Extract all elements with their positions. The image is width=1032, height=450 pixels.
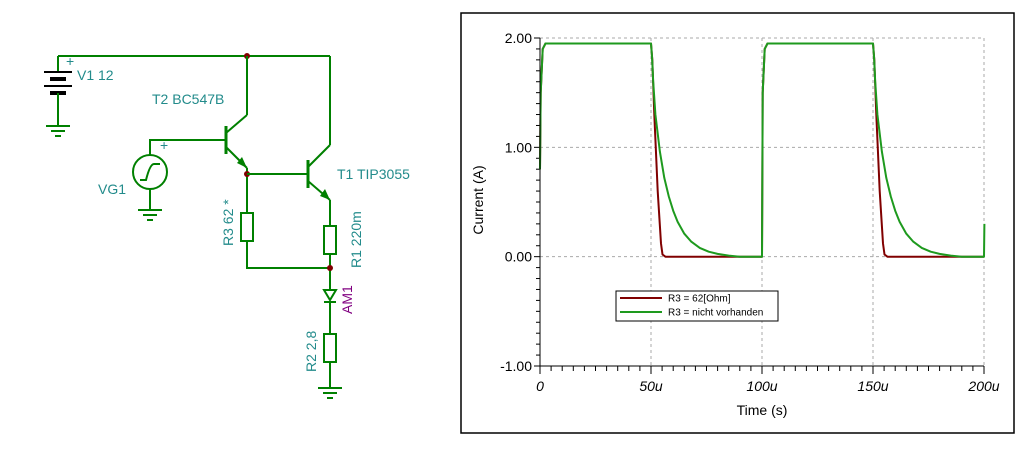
t2-transistor-symbol: [224, 114, 248, 169]
y-tick-label: 2.00: [505, 30, 532, 46]
am1-label: AM1: [339, 285, 355, 314]
r3-label: R3 62 *: [220, 199, 236, 246]
chart-legend: R3 = 62[Ohm] R3 = nicht vorhanden: [615, 290, 779, 322]
series-line-2: [539, 42, 986, 258]
legend-label-1: R3 = 62[Ohm]: [668, 294, 731, 305]
x-tick-label: 150u: [857, 378, 888, 394]
x-tick-label: 0: [536, 378, 544, 394]
chart-series: [539, 42, 986, 258]
chart: -1.00 0.00 1.00 2.00 0 50u 100u 150u 200u Time …: [460, 12, 1015, 434]
chart-minor-ticks: [534, 37, 985, 374]
x-tick-label: 50u: [639, 378, 663, 394]
y-axis-title: Current (A): [470, 165, 486, 234]
x-tick-label: 100u: [746, 378, 777, 394]
v1-plus-sign: +: [66, 53, 74, 69]
x-tick-labels: 0 50u 100u 150u 200u: [536, 378, 1000, 394]
legend-box: [615, 290, 779, 322]
y-tick-label: -1.00: [500, 358, 532, 374]
r1-label: R1 220m: [348, 211, 364, 268]
v1-battery-symbol: [44, 56, 72, 126]
r1-resistor-symbol: [323, 225, 337, 255]
wire-r3-bottom: [246, 241, 330, 269]
r2-resistor-symbol: [323, 333, 337, 363]
legend-label-2: R3 = nicht vorhanden: [668, 308, 763, 319]
y-tick-labels: -1.00 0.00 1.00 2.00: [500, 30, 532, 374]
ground-symbol-v1: [46, 125, 70, 137]
y-tick-label: 1.00: [505, 139, 532, 155]
v1-label: V1 12: [77, 67, 114, 83]
t1-label: T1 TIP3055: [337, 166, 410, 182]
am1-ammeter-symbol: [322, 289, 338, 334]
y-tick-label: 0.00: [505, 249, 532, 265]
r2-label: R2 2,8: [303, 331, 319, 372]
ground-symbol-r2: [318, 387, 342, 399]
r3-resistor-symbol: [240, 212, 254, 242]
x-axis-title: Time (s): [737, 402, 788, 418]
circuit-schematic: [44, 53, 342, 399]
t1-transistor-symbol: [306, 144, 331, 201]
vg1-label: VG1: [98, 181, 126, 197]
vg1-generator-symbol: [132, 154, 168, 221]
junction-bottom: [327, 265, 333, 271]
vg1-plus-sign: +: [160, 137, 168, 153]
x-tick-label: 200u: [967, 378, 999, 394]
wire-t2-base: [149, 139, 226, 155]
t2-label: T2 BC547B: [152, 91, 224, 107]
chart-frame: [460, 12, 1015, 434]
